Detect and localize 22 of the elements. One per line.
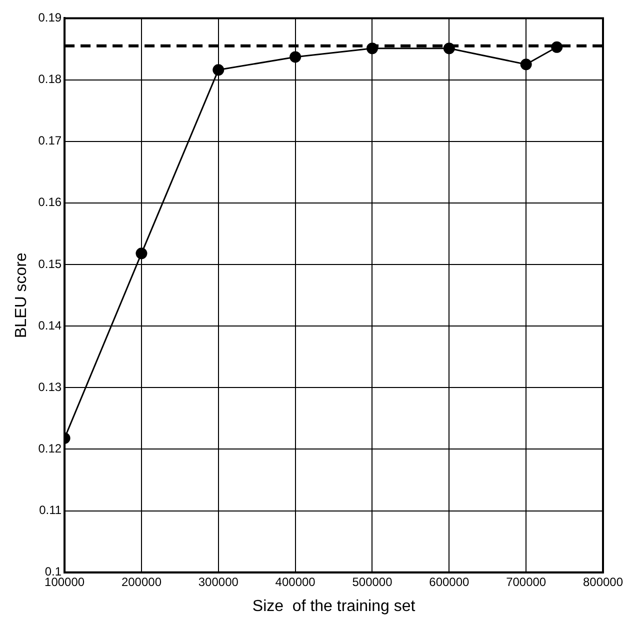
y-tick-label: 0.11 xyxy=(39,503,62,518)
y-tick-label: 0.18 xyxy=(38,72,62,86)
point xyxy=(520,58,532,70)
y-tick-label: 0.17 xyxy=(38,134,62,148)
x-tick-label: 300000 xyxy=(198,574,239,589)
x-tick-label: 800000 xyxy=(582,574,624,589)
point xyxy=(136,248,148,260)
point xyxy=(290,51,302,63)
x-tick-label: 500000 xyxy=(352,574,393,589)
point xyxy=(212,64,224,76)
x-axis-title: Size of the training set xyxy=(252,598,416,615)
x-tick-label: 200000 xyxy=(121,574,162,589)
y-axis-title: BLEU score xyxy=(13,252,30,338)
y-tick-label: 0.16 xyxy=(38,195,62,210)
y-tick-label: 0.19 xyxy=(38,10,62,25)
y-tick-label: 0.12 xyxy=(38,442,62,456)
y-tick-label: 0.13 xyxy=(38,380,62,394)
x-tick-label: 400000 xyxy=(275,574,316,589)
x-tick-label: 600000 xyxy=(429,574,470,589)
x-tick-label: 700000 xyxy=(506,574,546,589)
y-tick-label: 0.15 xyxy=(38,256,62,271)
y-tick-label: 0.14 xyxy=(38,318,62,332)
